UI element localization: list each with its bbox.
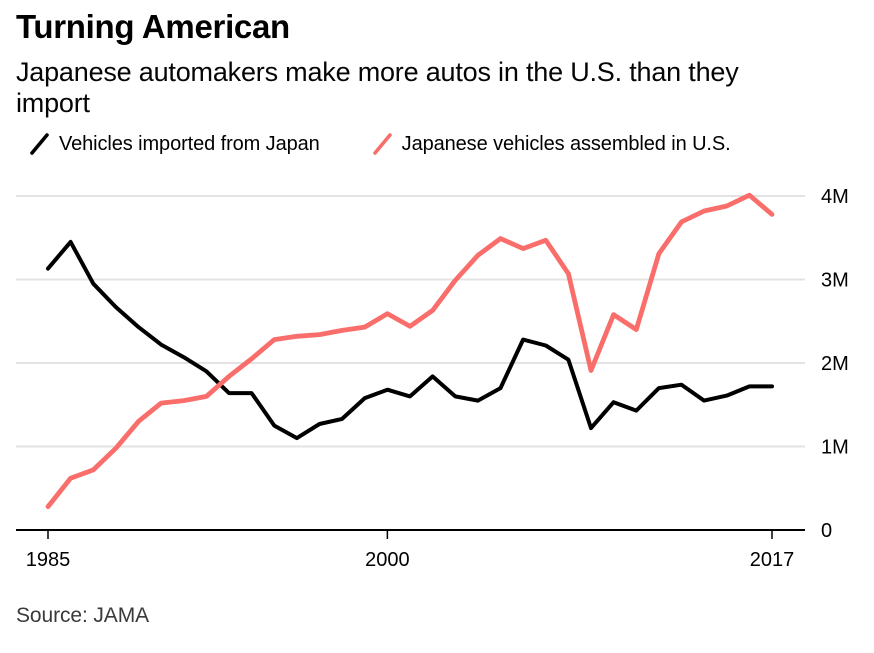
y-tick-label: 3M [821,270,849,292]
line-chart: 1985 2000 2017 0 1M 2M 3M 4M [16,186,849,571]
y-tick-label: 2M [821,353,849,375]
legend-item-imported: Vehicles imported from Japan [29,132,320,156]
chart-subtitle: Japanese automakers make more autos in t… [16,57,739,118]
line-chart-area: 1985 2000 2017 0 1M 2M 3M 4M [0,170,874,600]
chart-legend: Vehicles imported from Japan Japanese ve… [29,132,731,156]
y-tick-label: 0 [821,520,832,542]
chart-title: Turning American [16,8,290,45]
legend-item-assembled: Japanese vehicles assembled in U.S. [372,132,731,156]
line-swatch-icon [372,132,393,156]
legend-item-label: Vehicles imported from Japan [59,132,320,155]
legend-item-label: Japanese vehicles assembled in U.S. [401,132,731,155]
line-swatch-icon [29,132,50,156]
x-tick-label: 2017 [750,549,795,571]
y-tick-label: 1M [821,437,849,459]
source-note: Source: JAMA [16,604,150,627]
x-axis: 1985 2000 2017 [16,529,805,571]
y-axis-labels: 0 1M 2M 3M 4M [821,186,849,542]
x-tick-label: 1985 [26,549,71,571]
y-tick-label: 4M [821,186,849,208]
series-imported-line [46,239,774,441]
x-tick-label: 2000 [365,549,410,571]
series-assembled-line [45,192,775,510]
y-gridlines [16,195,805,448]
